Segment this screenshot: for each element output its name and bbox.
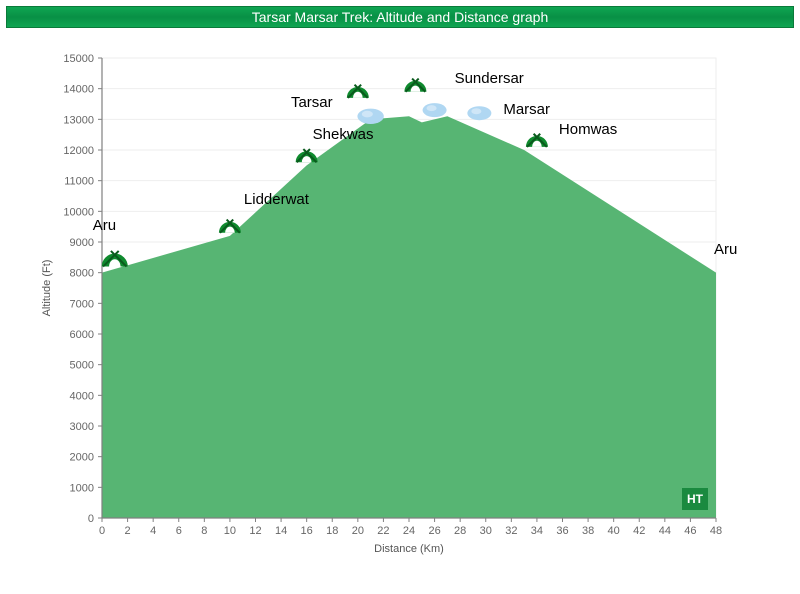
watermark-badge: HT (682, 488, 708, 510)
svg-text:10000: 10000 (63, 206, 94, 218)
svg-text:9000: 9000 (70, 237, 94, 249)
waypoint-label: Aru (714, 241, 737, 258)
chart-title: Tarsar Marsar Trek: Altitude and Distanc… (252, 9, 548, 25)
svg-text:6000: 6000 (70, 329, 94, 341)
svg-text:32: 32 (505, 525, 517, 537)
svg-text:4: 4 (150, 525, 156, 537)
svg-text:14: 14 (275, 525, 287, 537)
svg-text:22: 22 (377, 525, 389, 537)
svg-text:0: 0 (99, 525, 105, 537)
waypoint-label: Aru (93, 217, 116, 234)
altitude-distance-chart: 0100020003000400050006000700080009000100… (0, 28, 800, 589)
svg-text:10: 10 (224, 525, 236, 537)
svg-text:2000: 2000 (70, 452, 94, 464)
waypoint-label: Shekwas (313, 126, 374, 143)
svg-text:28: 28 (454, 525, 466, 537)
svg-text:8000: 8000 (70, 268, 94, 280)
svg-text:40: 40 (608, 525, 620, 537)
chart-title-bar: Tarsar Marsar Trek: Altitude and Distanc… (6, 6, 794, 28)
svg-text:24: 24 (403, 525, 415, 537)
svg-text:Altitude (Ft): Altitude (Ft) (41, 260, 53, 317)
waypoint-label: Sundersar (455, 70, 524, 87)
svg-text:14000: 14000 (63, 84, 94, 96)
svg-text:12: 12 (249, 525, 261, 537)
svg-text:8: 8 (201, 525, 207, 537)
lake-icon (423, 103, 447, 117)
lake-icon (357, 109, 383, 124)
svg-text:18: 18 (326, 525, 338, 537)
svg-text:5000: 5000 (70, 360, 94, 372)
svg-text:11000: 11000 (64, 176, 94, 188)
svg-text:26: 26 (428, 525, 440, 537)
svg-text:4000: 4000 (70, 390, 94, 402)
svg-text:6: 6 (176, 525, 182, 537)
waypoint-label: Tarsar (291, 94, 333, 111)
svg-text:15000: 15000 (63, 53, 94, 65)
svg-text:12000: 12000 (63, 145, 94, 157)
svg-text:2: 2 (125, 525, 131, 537)
svg-text:48: 48 (710, 525, 722, 537)
waypoint-label: Lidderwat (244, 191, 309, 208)
svg-text:30: 30 (480, 525, 492, 537)
svg-text:44: 44 (659, 525, 671, 537)
svg-text:20: 20 (352, 525, 364, 537)
svg-text:34: 34 (531, 525, 543, 537)
svg-text:46: 46 (684, 525, 696, 537)
svg-text:38: 38 (582, 525, 594, 537)
svg-text:7000: 7000 (70, 298, 94, 310)
waypoint-label: Marsar (503, 101, 550, 118)
svg-text:42: 42 (633, 525, 645, 537)
svg-text:36: 36 (556, 525, 568, 537)
svg-text:13000: 13000 (63, 114, 94, 126)
svg-text:16: 16 (301, 525, 313, 537)
waypoint-label: Homwas (559, 121, 617, 138)
svg-text:1000: 1000 (70, 482, 94, 494)
svg-text:Distance (Km): Distance (Km) (374, 543, 444, 555)
lake-icon (467, 106, 491, 120)
svg-text:0: 0 (88, 513, 94, 525)
chart-svg: 0100020003000400050006000700080009000100… (0, 28, 800, 589)
svg-text:3000: 3000 (70, 421, 94, 433)
